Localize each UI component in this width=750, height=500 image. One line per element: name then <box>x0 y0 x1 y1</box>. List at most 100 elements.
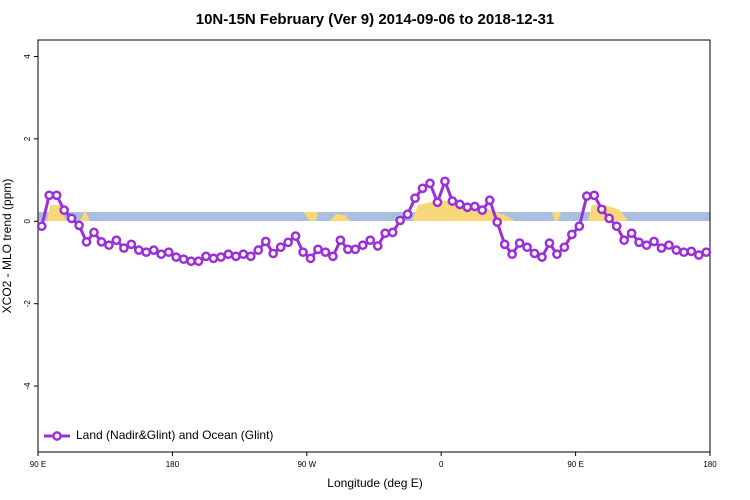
data-point <box>447 196 458 206</box>
data-point <box>604 213 615 224</box>
data-point <box>343 244 353 255</box>
data-point <box>275 242 286 253</box>
data-point <box>89 227 99 238</box>
data-point <box>649 236 659 247</box>
data-point <box>253 245 264 255</box>
data-point <box>51 190 62 201</box>
x-axis-label: Longitude (deg E) <box>327 476 422 490</box>
data-point <box>365 235 376 246</box>
data-point <box>387 227 398 238</box>
data-point <box>686 246 697 257</box>
data-point <box>96 237 107 247</box>
data-point <box>59 205 69 216</box>
data-point <box>111 235 122 246</box>
x-tick-label: 180 <box>703 460 717 469</box>
data-point <box>499 239 510 250</box>
x-tick-label: 0 <box>439 460 444 469</box>
data-point <box>507 249 517 260</box>
data-point <box>589 190 600 201</box>
data-point <box>141 247 152 258</box>
data-point <box>552 249 562 260</box>
data-point <box>119 243 129 253</box>
data-point <box>66 213 77 224</box>
data-point <box>544 238 555 248</box>
data-point <box>656 243 667 253</box>
data-point <box>81 237 92 247</box>
land-patch <box>80 210 90 221</box>
data-point <box>133 245 144 255</box>
x-tick-label: 90 E <box>567 460 583 469</box>
data-point <box>290 231 301 241</box>
x-tick-label: 90 W <box>297 460 316 469</box>
data-point <box>335 235 346 246</box>
data-point <box>440 176 450 187</box>
data-point <box>268 248 279 259</box>
data-point <box>611 221 622 232</box>
data-point <box>425 178 435 189</box>
data-point <box>529 248 540 259</box>
data-point <box>350 244 361 255</box>
data-point <box>574 221 585 232</box>
data-point <box>156 249 167 260</box>
data-point <box>260 236 271 247</box>
data-point <box>455 199 465 210</box>
data-point <box>634 237 644 248</box>
data-point <box>380 228 391 239</box>
data-point <box>641 240 652 251</box>
data-point <box>238 249 249 260</box>
data-point <box>432 197 443 208</box>
data-point <box>619 235 629 246</box>
y-tick-label: 2 <box>23 136 32 141</box>
data-point <box>671 245 682 255</box>
data-point <box>74 220 84 231</box>
data-point <box>223 249 234 260</box>
land-patch <box>330 214 350 221</box>
data-point <box>372 241 383 251</box>
data-point <box>201 251 211 262</box>
x-tick-label: 180 <box>166 460 180 469</box>
data-point <box>693 250 704 260</box>
data-point <box>178 254 189 265</box>
data-point <box>245 251 256 262</box>
land-patch <box>552 212 561 221</box>
data-point <box>469 201 480 212</box>
data-point <box>537 252 547 262</box>
data-point <box>216 252 226 262</box>
data-point <box>581 191 592 201</box>
data-point <box>596 204 607 215</box>
data-point <box>402 209 413 220</box>
data-point <box>462 202 473 213</box>
data-point <box>193 256 204 267</box>
chart-title: 10N-15N February (Ver 9) 2014-09-06 to 2… <box>196 11 555 28</box>
data-point <box>305 253 316 264</box>
legend-marker <box>52 431 62 441</box>
data-point <box>104 240 114 251</box>
data-point <box>36 221 47 232</box>
data-point <box>484 195 495 206</box>
land-patch <box>303 212 318 221</box>
data-point <box>357 240 368 251</box>
data-point <box>664 240 674 251</box>
data-point <box>410 193 420 204</box>
data-point <box>186 256 196 267</box>
data-point <box>148 245 159 255</box>
y-tick-label: 4 <box>23 54 32 59</box>
data-point <box>477 205 488 216</box>
data-point <box>626 228 637 239</box>
data-point <box>283 237 293 248</box>
data-point <box>328 251 338 262</box>
data-point <box>171 252 181 262</box>
data-point <box>163 247 174 258</box>
y-tick-label: -2 <box>23 300 32 308</box>
data-point <box>320 247 331 258</box>
data-point <box>679 247 689 258</box>
legend-label: Land (Nadir&Glint) and Ocean (Glint) <box>76 428 273 442</box>
data-point <box>208 253 219 264</box>
data-point <box>417 183 428 194</box>
data-point <box>522 242 532 253</box>
y-tick-label: -4 <box>23 382 32 390</box>
x-tick-label: 90 E <box>30 460 46 469</box>
data-point <box>559 242 570 253</box>
